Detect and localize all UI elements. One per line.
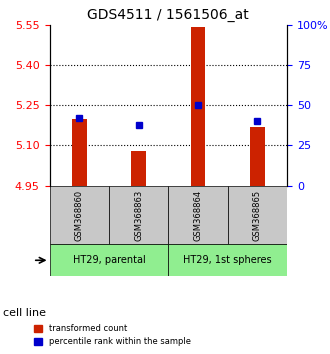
FancyBboxPatch shape [50,185,109,245]
FancyBboxPatch shape [50,245,168,276]
Text: GSM368865: GSM368865 [253,190,262,241]
FancyBboxPatch shape [168,185,228,245]
Title: GDS4511 / 1561506_at: GDS4511 / 1561506_at [87,8,249,22]
FancyBboxPatch shape [228,185,287,245]
FancyBboxPatch shape [168,245,287,276]
Text: GSM368860: GSM368860 [75,190,84,241]
Legend: transformed count, percentile rank within the sample: transformed count, percentile rank withi… [31,321,194,350]
Text: cell line: cell line [3,308,46,318]
Text: HT29, 1st spheres: HT29, 1st spheres [183,255,272,265]
Text: GSM368864: GSM368864 [193,190,203,241]
Bar [250,127,265,185]
Text: HT29, parental: HT29, parental [73,255,145,265]
Bar [191,28,205,185]
Text: GSM368863: GSM368863 [134,190,143,241]
Bar [131,151,146,185]
Bar [72,119,86,185]
FancyBboxPatch shape [109,185,168,245]
